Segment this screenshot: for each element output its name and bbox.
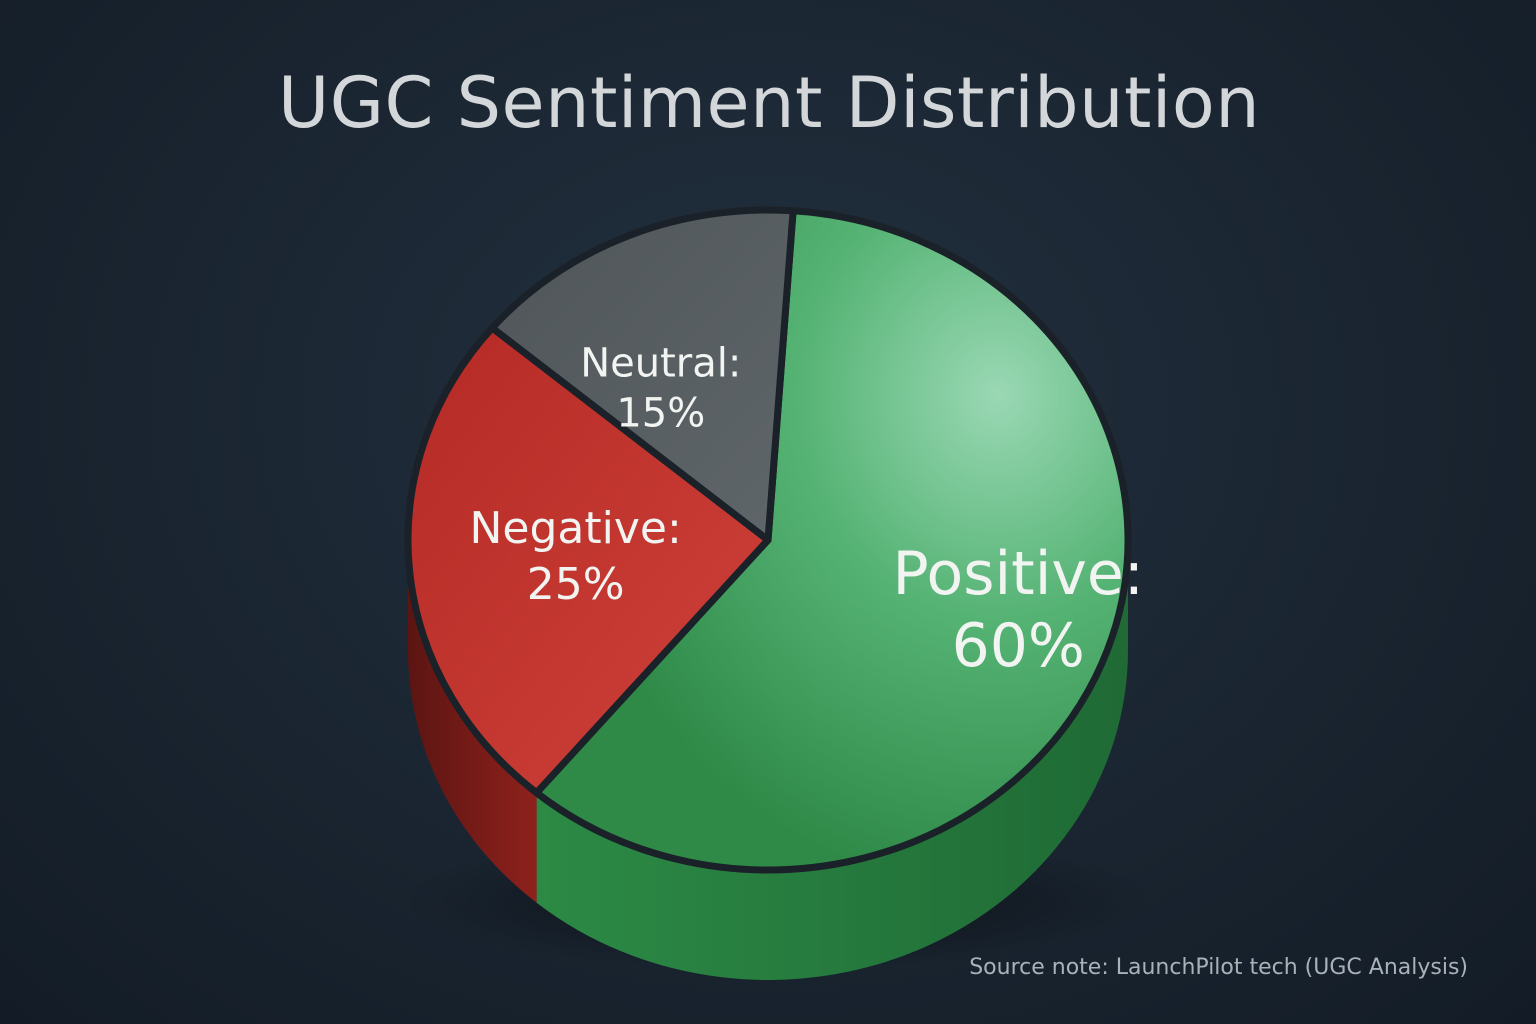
- slice-positive: [533, 207, 1132, 874]
- slice-neutral: [488, 206, 797, 544]
- slice-label-positive: Positive:: [893, 539, 1145, 609]
- slice-side-positive: [536, 540, 1129, 980]
- source-note: Source note: LaunchPilot tech (UGC Analy…: [969, 955, 1468, 980]
- slice-negative: [404, 324, 772, 797]
- slice-value-positive: 60%: [952, 611, 1085, 681]
- slice-label-neutral: Neutral:: [580, 341, 741, 387]
- slice-value-neutral: 15%: [616, 391, 705, 437]
- slice-side-negative: [408, 540, 537, 903]
- slice-value-negative: 25%: [527, 559, 625, 610]
- chart-title: UGC Sentiment Distribution: [278, 62, 1261, 144]
- slice-label-negative: Negative:: [470, 503, 682, 554]
